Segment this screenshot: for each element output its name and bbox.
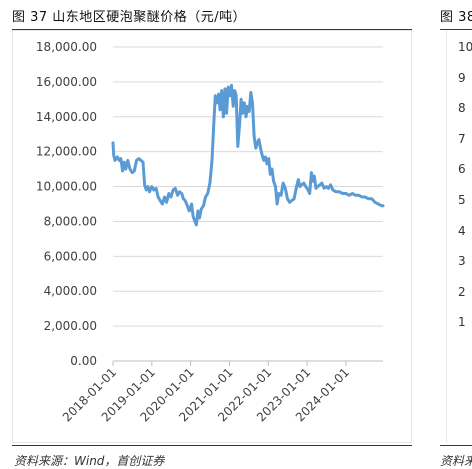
title-rule (12, 29, 412, 30)
y-tick-label: 6,000.00 (44, 249, 97, 263)
source-rule (12, 445, 412, 446)
next-chart-y-tick: 7 (458, 131, 466, 146)
y-tick-label: 4,000.00 (44, 284, 97, 298)
next-chart-y-tick: 8 (458, 101, 466, 116)
grid-lines (113, 46, 383, 362)
series-layer (111, 83, 385, 227)
next-chart-y-tick: 10 (458, 40, 472, 54)
next-chart-y-tick: 3 (458, 254, 466, 269)
x-axis-ticks: 2018-01-012019-01-012020-01-012021-01-01… (60, 361, 352, 424)
next-chart-y-tick: 5 (458, 193, 466, 207)
chart-frame (12, 30, 412, 443)
next-chart-y-tick: 1 (458, 315, 466, 330)
y-tick-label: 2,000.00 (44, 319, 97, 333)
figure-title: 图 37 山东地区硬泡聚醚价格（元/吨） (12, 10, 247, 25)
next-chart-y-tick: 9 (458, 70, 466, 85)
next-source-note: 资料来 (440, 454, 472, 468)
source-note: 资料来源：Wind，首创证券 (14, 454, 165, 468)
y-tick-label: 0.00 (70, 354, 97, 368)
next-title-rule (440, 29, 472, 30)
next-figure-title: 图 38 (440, 10, 472, 25)
next-chart-y-tick: 2 (458, 284, 466, 299)
y-tick-label: 10,000.00 (36, 180, 97, 194)
y-tick-label: 8,000.00 (44, 214, 97, 228)
next-chart-frame (446, 30, 472, 443)
y-tick-label: 14,000.00 (36, 110, 97, 124)
next-chart-y-tick: 4 (458, 223, 466, 238)
y-axis-ticks: 0.00 2,000.00 4,000.00 6,000.00 8,000.00 10,0… (36, 40, 97, 368)
y-tick-label: 18,000.00 (36, 40, 97, 54)
y-tick-label: 12,000.00 (36, 145, 97, 159)
next-source-rule (440, 445, 472, 446)
y-tick-label: 16,000.00 (36, 75, 97, 89)
price-series-line (111, 83, 385, 227)
next-chart-y-tick: 6 (458, 162, 466, 177)
